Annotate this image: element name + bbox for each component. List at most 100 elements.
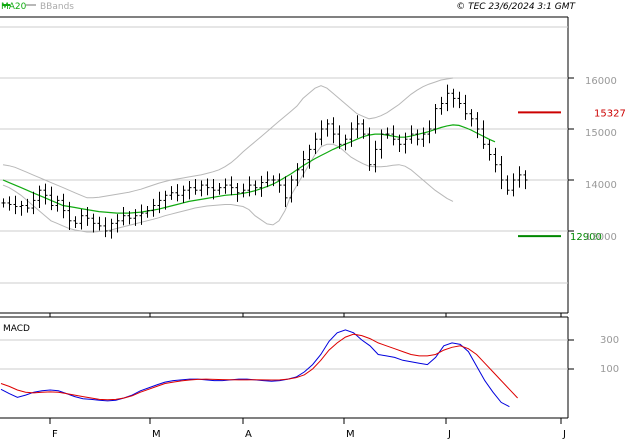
price-bar [379,129,384,159]
macd-axis-label-100: 100 [600,364,619,375]
price-bar [211,178,216,200]
price-bar [367,127,372,171]
ma20-group [2,124,496,214]
price-bar [343,134,348,151]
price-bar [103,217,108,238]
macd-gridlines [0,339,574,370]
price-bar [403,132,408,154]
price-bar [331,117,336,144]
price-bar [175,184,180,202]
price-bar [115,214,120,233]
support-label: 12900 [570,232,602,243]
price-bar [415,129,420,146]
price-bar [37,185,42,209]
price-bar [289,175,294,203]
price-bar [61,193,66,219]
price-bar [421,127,426,147]
price-bar [19,200,24,216]
macd-lines [0,329,518,408]
price-bar [457,91,462,109]
price-bar [157,191,162,214]
price-bar [49,186,54,211]
price-bar [271,175,276,187]
price-bar [523,170,528,190]
price-bar [505,175,510,195]
price-bar [475,112,480,139]
price-bar [181,185,186,203]
signal-line [0,333,518,401]
bbands-legend: BBands [40,2,74,12]
month-label-a: A [245,429,252,440]
price-bar [445,84,450,112]
price-bar [439,96,444,115]
price-bar [7,196,12,211]
price-bar [319,120,324,146]
price-bar [31,191,36,215]
price-bar [463,94,468,120]
price-bar [13,195,18,215]
price-bar [193,178,198,195]
price-bar [217,183,222,195]
price-bar [97,216,102,231]
price-bar [139,204,144,225]
price-bar [355,115,360,139]
month-label-j1: J [447,429,451,440]
price-bar [499,156,504,190]
month-axis [49,313,562,424]
bband-lower [2,143,454,233]
price-bar [205,178,210,196]
price-bar [481,120,486,149]
macd-panel: MACD 300 100 [0,316,619,419]
price-bar [247,176,252,197]
price-bar [517,166,522,188]
price-bar [295,163,300,187]
price-bar [325,119,330,137]
price-bar [145,206,150,218]
price-bar [121,207,126,226]
price-bar [253,180,258,196]
price-axis-label-13000: 13000 [585,232,617,243]
price-bar [283,176,288,208]
price-axis-ticks [568,77,574,232]
price-bar [493,147,498,173]
price-gridlines [0,26,568,284]
price-bar [73,216,78,228]
price-bar [277,173,282,193]
price-bar [169,186,174,200]
bbands-group [2,77,454,233]
ma20-legend: MA20 [1,2,27,12]
price-bar [151,198,156,217]
price-bar [487,139,492,161]
month-label-m1: M [152,429,161,440]
price-axis-label-14000: 14000 [585,180,617,191]
price-bars [1,84,528,239]
price-bar [67,201,72,230]
price-bar [229,176,234,196]
price-bar [397,134,402,152]
price-bar [433,104,438,134]
price-bar [91,213,96,233]
copyright: © TEC 23/6/2024 3:1 GMT [456,2,576,12]
macd-axis-label-300: 300 [600,335,619,346]
price-bar [223,178,228,194]
price-bar [349,122,354,147]
month-label-f: F [52,429,58,440]
month-label-m2: M [346,429,355,440]
price-bar [361,119,366,139]
price-bar [85,207,90,226]
price-bar [241,183,246,198]
price-bar [301,150,306,178]
price-bar [235,183,240,202]
price-bar [55,195,60,212]
price-bar [25,198,30,213]
price-bar [259,175,264,197]
price-bar [43,183,48,205]
price-bar [109,218,114,239]
price-bar [511,173,516,197]
price-bar [133,209,138,226]
price-bar [313,132,318,154]
price-bar [127,211,132,225]
price-bar [163,190,168,210]
price-bar [337,125,342,149]
